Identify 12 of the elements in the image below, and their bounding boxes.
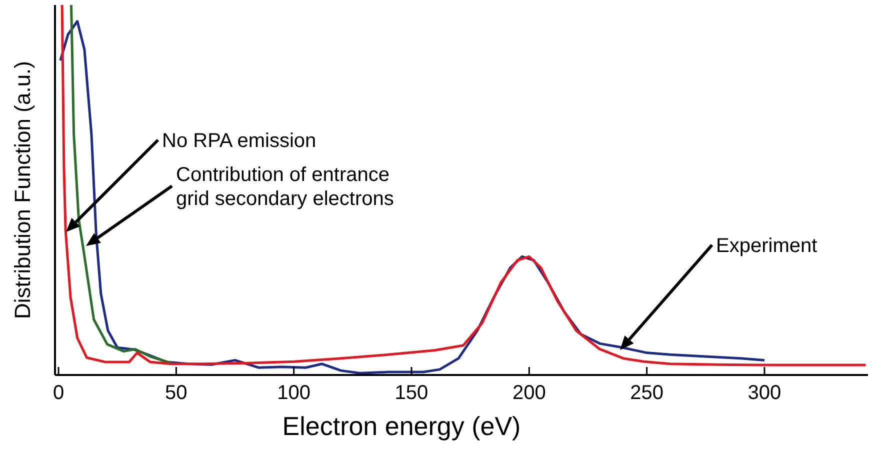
x-tick-label: 150 — [394, 382, 428, 404]
x-tick-label: 250 — [630, 382, 664, 404]
annotation: No RPA emission — [162, 130, 316, 152]
x-tick-label: 300 — [748, 382, 782, 404]
x-tick-label: 200 — [512, 382, 546, 404]
x-tick-label: 50 — [165, 382, 188, 404]
annotation: Contribution of entrance grid secondary electrons — [176, 164, 394, 210]
x-axis-title: Electron energy (eV) — [282, 411, 521, 441]
x-tick-label: 0 — [52, 382, 64, 404]
x-tick-label: 100 — [277, 382, 311, 404]
annotation: Experiment — [716, 235, 818, 257]
y-axis-title: Distribution Function (a.u.) — [10, 61, 35, 319]
